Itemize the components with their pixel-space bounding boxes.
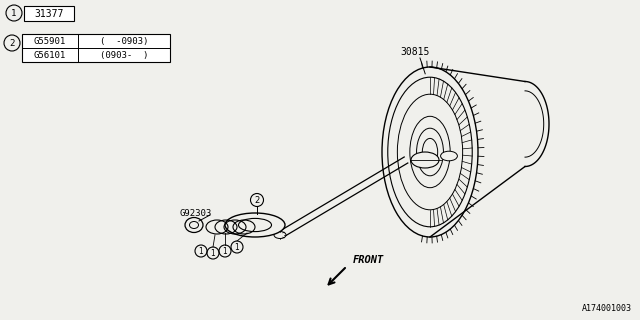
Ellipse shape — [382, 67, 478, 237]
Ellipse shape — [388, 77, 472, 227]
Ellipse shape — [410, 116, 450, 188]
Ellipse shape — [422, 139, 438, 166]
Text: 30815: 30815 — [400, 47, 429, 57]
Text: (  -0903): ( -0903) — [100, 37, 148, 46]
Ellipse shape — [411, 152, 439, 168]
Ellipse shape — [239, 219, 271, 232]
Text: 1: 1 — [211, 249, 216, 258]
Ellipse shape — [397, 94, 463, 210]
Text: 1: 1 — [12, 9, 17, 18]
Polygon shape — [430, 67, 549, 237]
Bar — [24, 6, 74, 21]
Text: G55901: G55901 — [34, 37, 66, 46]
Text: G92303: G92303 — [180, 209, 212, 218]
Text: A174001003: A174001003 — [582, 304, 632, 313]
Ellipse shape — [225, 213, 285, 237]
Ellipse shape — [440, 151, 458, 161]
Text: 2: 2 — [254, 196, 260, 204]
Text: 1: 1 — [223, 246, 227, 255]
Bar — [22, 34, 170, 62]
Ellipse shape — [274, 231, 286, 238]
Text: (0903-  ): (0903- ) — [100, 51, 148, 60]
Ellipse shape — [417, 128, 444, 176]
Ellipse shape — [185, 218, 203, 233]
Text: 1: 1 — [235, 243, 239, 252]
Text: 1: 1 — [198, 246, 204, 255]
Text: 31377: 31377 — [35, 9, 64, 19]
Text: FRONT: FRONT — [353, 255, 384, 265]
Text: 2: 2 — [10, 38, 15, 47]
Text: G56101: G56101 — [34, 51, 66, 60]
Ellipse shape — [189, 221, 198, 228]
